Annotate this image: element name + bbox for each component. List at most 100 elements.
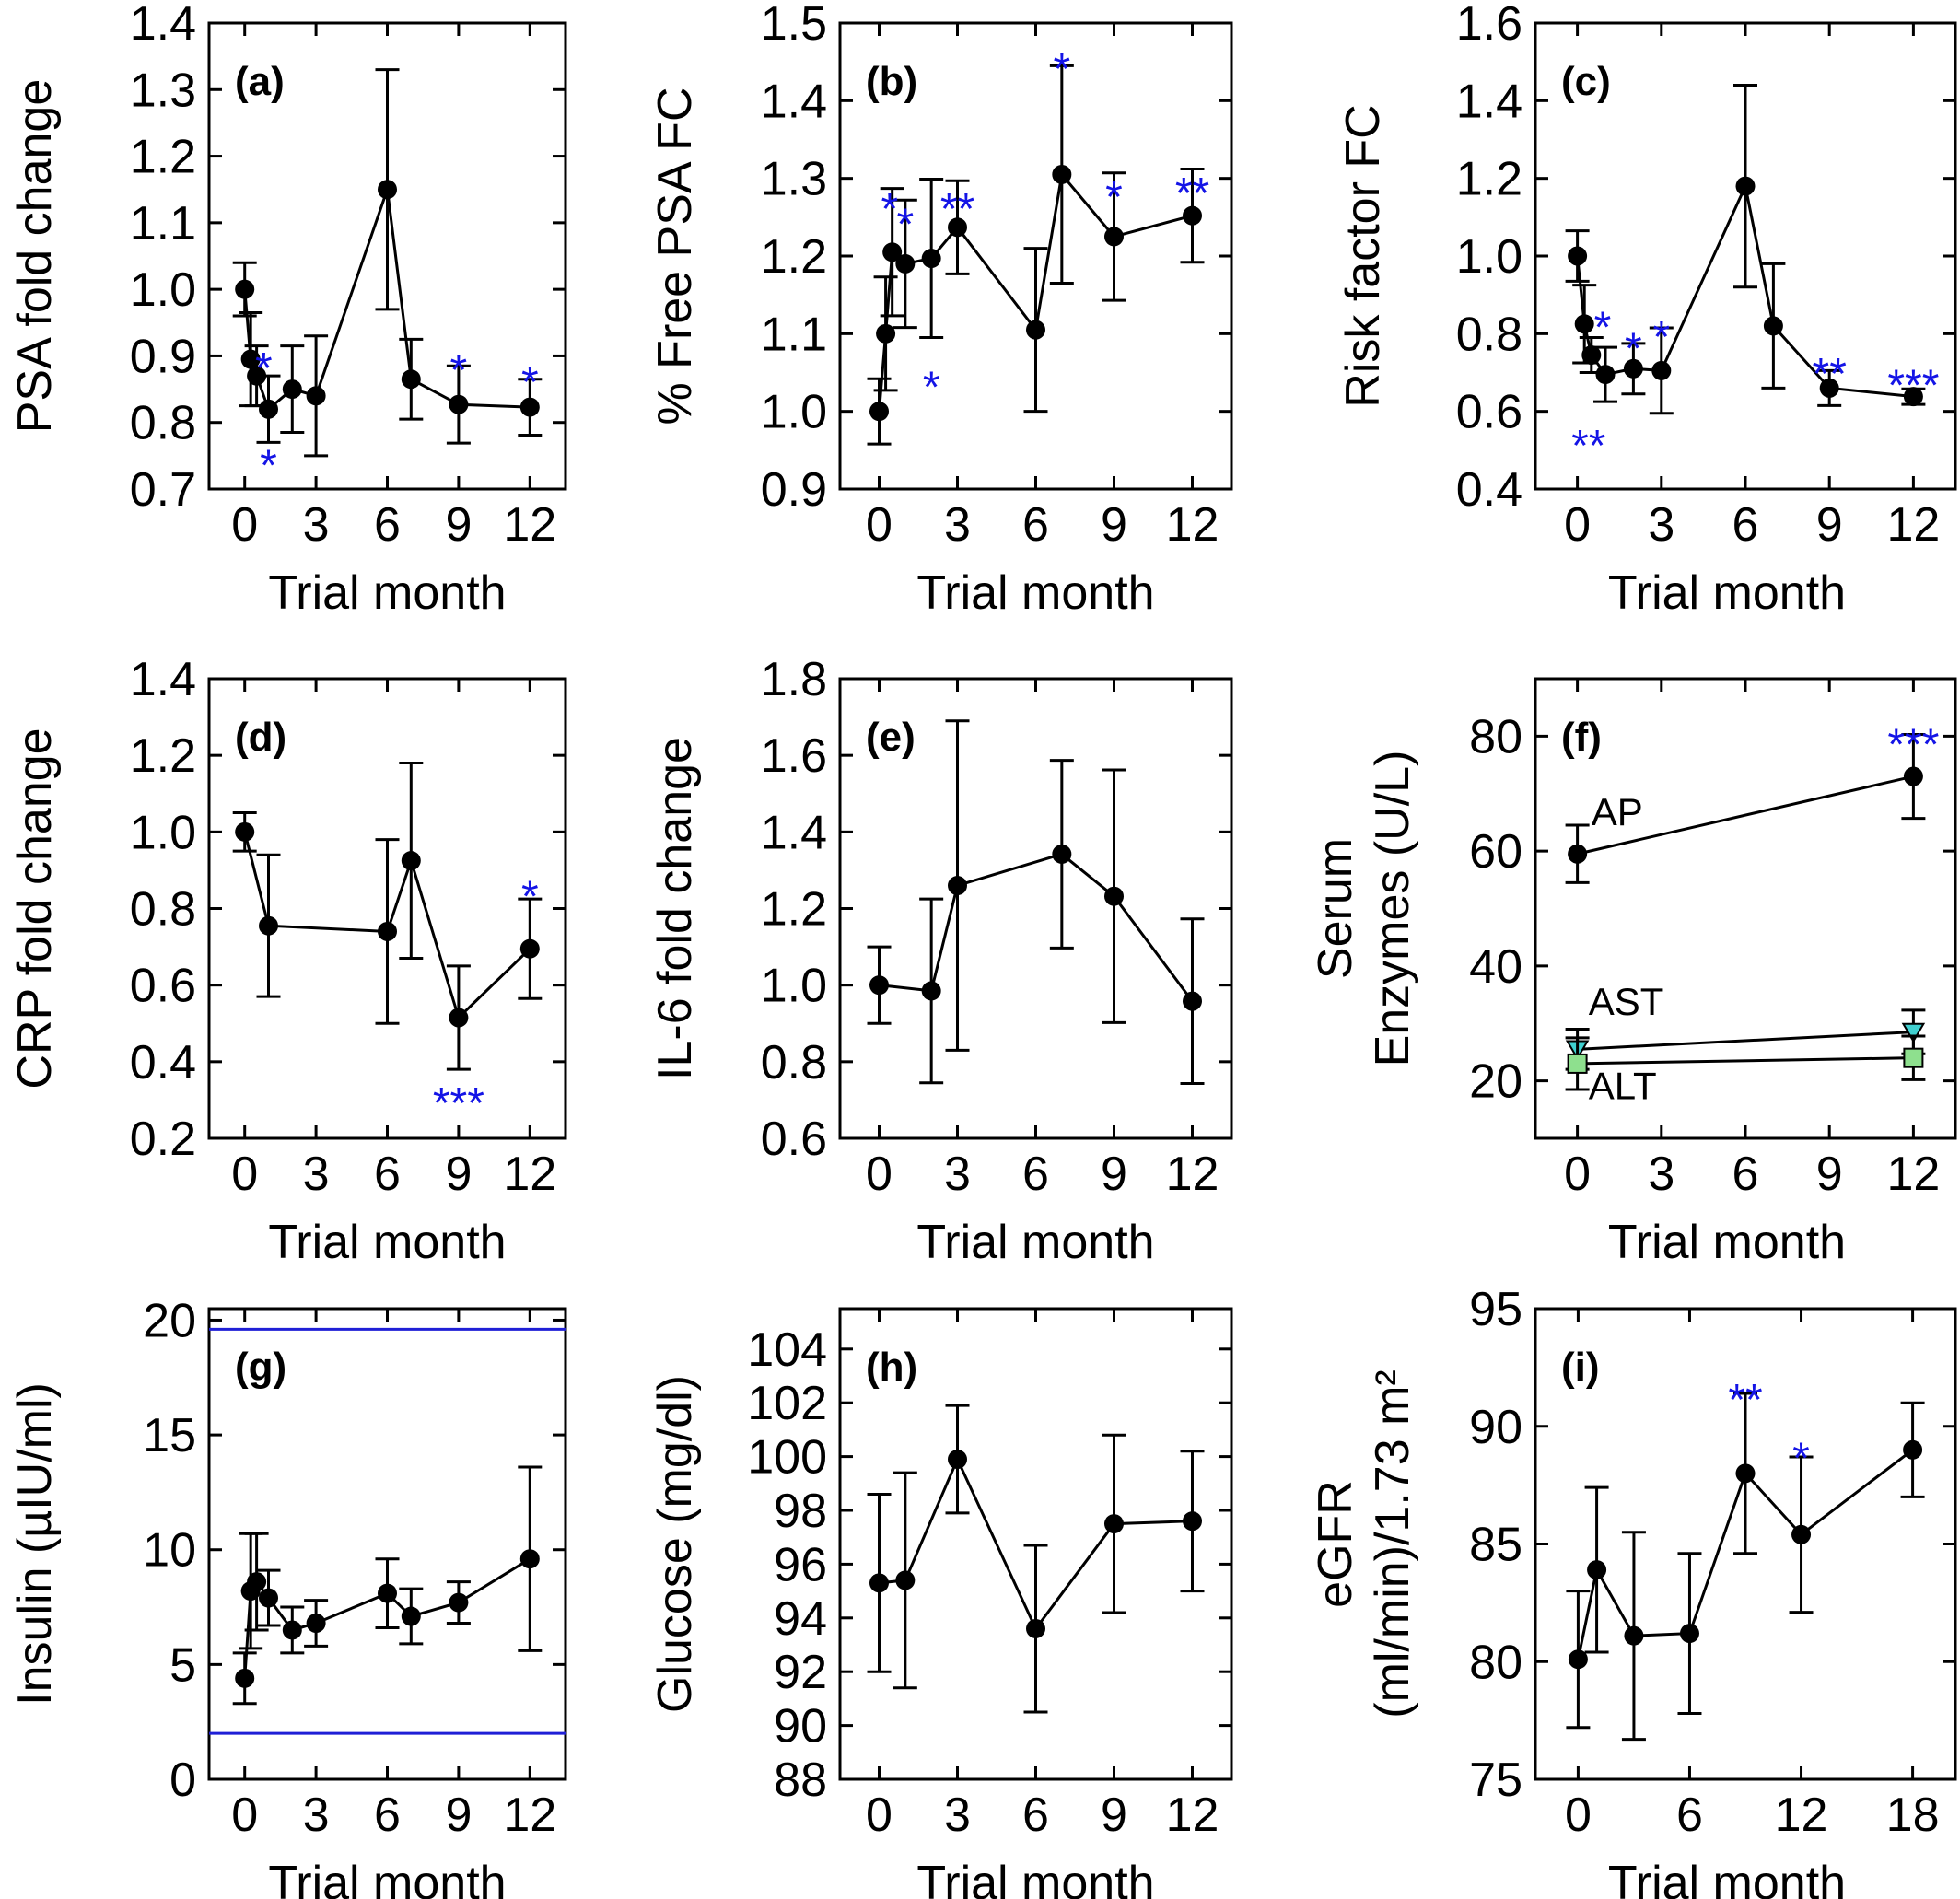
x-tick-label: 6 [1732, 1148, 1759, 1201]
y-axis-title-line: Serum [1309, 838, 1362, 979]
series-0 [867, 64, 1205, 446]
y-tick-label: 20 [1469, 1055, 1522, 1109]
significance-marker: ** [1813, 350, 1847, 399]
x-tick-label: 0 [231, 1148, 258, 1201]
x-tick-label: 6 [1732, 498, 1759, 552]
y-tick-label: 1.2 [130, 131, 196, 184]
y-tick-label: 90 [774, 1700, 827, 1753]
y-tick-label: 98 [774, 1485, 827, 1538]
data-point [1901, 1022, 1926, 1043]
y-tick-label: 15 [143, 1409, 196, 1462]
y-tick-label: 0.9 [761, 463, 827, 517]
y-axis-title: Insulin (µIU/ml) [8, 1382, 62, 1706]
y-tick-label: 1.2 [130, 729, 196, 783]
x-tick-label: 6 [374, 1788, 401, 1842]
data-point [882, 242, 903, 262]
data-point [282, 379, 302, 400]
y-tick-label: 0.4 [1456, 463, 1522, 517]
x-tick-label: 12 [1886, 498, 1940, 552]
x-axis-title: Trial month [1608, 1216, 1846, 1269]
significance-marker: * [923, 364, 940, 413]
y-tick-label: 1.0 [130, 806, 196, 859]
x-tick-label: 12 [503, 498, 556, 552]
x-tick-label: 3 [944, 1148, 971, 1201]
panel-letter: (b) [866, 59, 917, 104]
significance-marker: * [521, 873, 539, 922]
data-point [1183, 205, 1202, 226]
y-tick-label: 1.0 [1456, 230, 1522, 284]
panel-letter: (f) [1561, 715, 1602, 760]
x-tick-label: 12 [1886, 1148, 1940, 1201]
y-tick-label: 94 [774, 1592, 827, 1646]
x-tick-label: 9 [445, 1788, 472, 1842]
series-label: AP [1592, 790, 1643, 833]
series-line [1576, 181, 1914, 399]
data-point [1791, 1524, 1812, 1544]
y-tick-label: 1.3 [761, 153, 827, 206]
y-tick-label: 1.4 [130, 653, 196, 706]
y-axis-title-line: eGFR [1309, 1480, 1362, 1608]
series-alt: ALT [1565, 1034, 1926, 1108]
data-point [282, 1620, 302, 1640]
data-point [1735, 1463, 1756, 1484]
x-tick-label: 9 [1101, 1148, 1127, 1201]
y-tick-label: 0.4 [130, 1036, 196, 1089]
data-point [948, 217, 967, 238]
x-tick-label: 12 [503, 1788, 556, 1842]
data-point [378, 1583, 397, 1603]
y-tick-label: 0.6 [761, 1113, 827, 1166]
data-point [921, 981, 941, 1001]
x-axis-title: Trial month [268, 1857, 506, 1899]
data-point [1679, 1624, 1699, 1644]
x-tick-label: 3 [1648, 498, 1674, 552]
x-tick-label: 6 [1676, 1788, 1703, 1842]
y-axis-title: eGFR(ml/min)/1.73 m² [1309, 1369, 1419, 1718]
y-tick-label: 1.2 [1456, 153, 1522, 206]
x-tick-label: 9 [1816, 1148, 1843, 1201]
x-tick-label: 3 [303, 1788, 330, 1842]
y-axis-title: CRP fold change [8, 728, 62, 1089]
y-axis-title-line: (ml/min)/1.73 m² [1366, 1369, 1419, 1718]
panel-letter: (i) [1561, 1345, 1600, 1390]
x-tick-label: 3 [303, 1148, 330, 1201]
y-tick-label: 95 [1469, 1283, 1522, 1336]
y-tick-label: 1.2 [761, 883, 827, 937]
data-point [1183, 1511, 1202, 1532]
y-tick-label: 1.6 [1456, 0, 1522, 51]
data-point [1763, 316, 1783, 336]
x-tick-label: 3 [944, 498, 971, 552]
data-point [1735, 176, 1756, 196]
data-point [1903, 766, 1923, 786]
y-tick-label: 1.0 [130, 263, 196, 317]
series-ast: AST [1565, 980, 1926, 1071]
panel-b: 0 3 6 9 12 0.9 1.0 1.1 1.2 1.3 1.4 1.5 Trial month % … [648, 0, 1233, 620]
x-tick-label: 9 [445, 1148, 472, 1201]
y-tick-label: 88 [774, 1753, 827, 1807]
data-point [948, 876, 967, 896]
series-line [243, 831, 531, 1020]
data-point [948, 1450, 967, 1470]
series-0 [232, 1465, 542, 1706]
y-tick-label: 1.0 [761, 386, 827, 439]
x-axis-title: Trial month [268, 566, 506, 620]
x-tick-label: 12 [1166, 1148, 1219, 1201]
data-point [1574, 314, 1594, 334]
significance-marker: * [255, 344, 273, 393]
series-ap: AP [1565, 733, 1926, 884]
y-tick-label: 1.1 [761, 308, 827, 361]
panel-d: 0 3 6 9 12 0.2 0.4 0.6 0.8 1.0 1.2 1.4 Trial month CR… [8, 653, 567, 1269]
x-tick-label: 0 [231, 498, 258, 552]
data-point [401, 1606, 421, 1626]
y-tick-label: 0.8 [130, 883, 196, 937]
y-tick-label: 20 [143, 1294, 196, 1347]
y-tick-label: 80 [1469, 710, 1522, 763]
data-point [1568, 246, 1588, 266]
x-axis-title: Trial month [1608, 1857, 1846, 1899]
y-tick-label: 85 [1469, 1519, 1522, 1572]
y-tick-label: 60 [1469, 825, 1522, 879]
x-axis-title: Trial month [916, 1857, 1154, 1899]
y-tick-label: 1.6 [761, 729, 827, 783]
data-point [235, 821, 255, 842]
data-point [1595, 365, 1616, 385]
